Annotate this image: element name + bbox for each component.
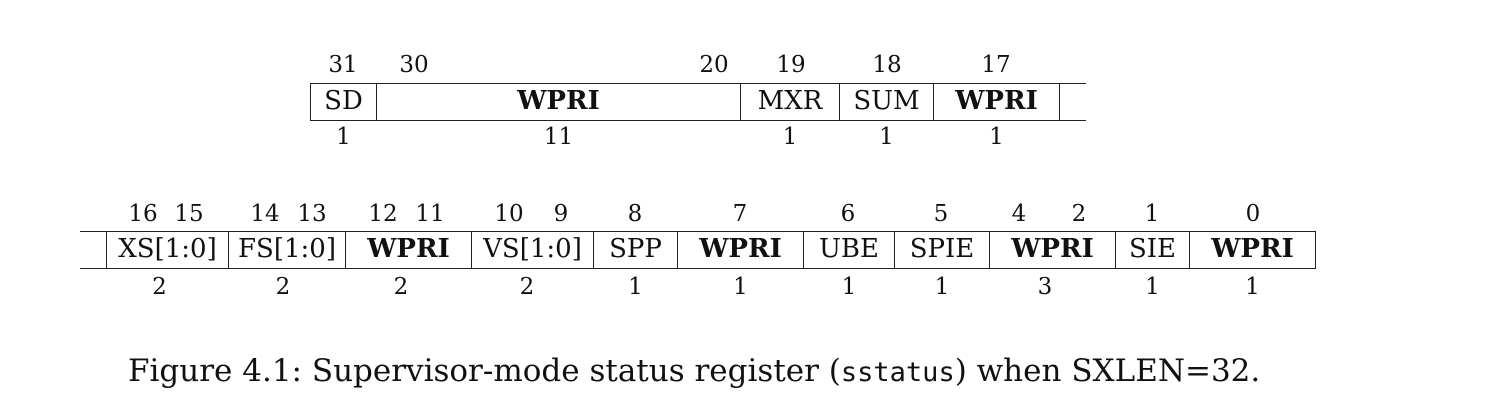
field-divider [345,231,346,269]
field-wpri: WPRI [1211,234,1294,264]
bit-label: 16 [128,201,158,227]
field-divider [989,231,990,269]
bit-label: 7 [732,201,748,227]
field-mxr: MXR [757,86,823,116]
field-divider [740,83,741,121]
field-divider [839,83,840,121]
field-divider [803,231,804,269]
field-ube: UBE [819,234,879,264]
field-spp: SPP [609,234,662,264]
field-width: 2 [519,274,535,300]
field-width: 1 [934,274,950,300]
field-width: 2 [152,274,167,300]
field-wpri: WPRI [699,234,782,264]
field-width: 1 [1245,274,1260,300]
field-width: 1 [879,124,894,150]
bit-label: 12 [368,201,398,227]
field-divider [228,231,229,269]
register-bottom-border [310,120,1086,121]
field-wpri: WPRI [517,86,600,116]
bit-label: 2 [1071,201,1087,227]
field-vs: VS[1:0] [483,234,582,264]
field-xs: XS[1:0] [118,234,217,264]
field-divider [1315,231,1316,269]
field-width: 1 [1145,274,1160,300]
field-divider [106,231,107,269]
field-divider [310,83,311,121]
bit-label: 1 [1144,201,1160,227]
field-width: 2 [393,274,409,300]
field-sum: SUM [853,86,920,116]
field-width: 1 [336,124,351,150]
bit-label: 15 [174,201,204,227]
caption-code: sstatus [840,357,955,388]
field-width: 1 [628,274,643,300]
field-divider [376,83,377,121]
bit-label: 19 [776,52,806,78]
field-divider [933,83,934,121]
bit-label: 6 [840,201,856,227]
bit-label: 20 [699,52,729,78]
bit-label: 31 [328,52,358,78]
field-fs: FS[1:0] [238,234,336,264]
field-wpri: WPRI [367,234,450,264]
bit-label: 18 [872,52,902,78]
field-width: 1 [733,274,748,300]
field-divider [1115,231,1116,269]
bit-label: 4 [1011,201,1027,227]
bit-label: 5 [933,201,949,227]
bit-label: 9 [553,201,569,227]
register-top-border [80,231,1315,232]
figure-caption: Figure 4.1: Supervisor-mode status regis… [128,356,1260,387]
field-width: 1 [989,124,1004,150]
field-divider [593,231,594,269]
caption-prefix: Figure 4.1: Supervisor-mode status regis… [128,353,841,389]
bit-label: 13 [297,201,327,227]
bit-label: 14 [250,201,280,227]
field-sie: SIE [1128,234,1177,264]
field-divider [894,231,895,269]
field-width: 2 [275,274,291,300]
field-divider [471,231,472,269]
caption-suffix: ) when SXLEN=32. [954,353,1261,389]
field-sd: SD [324,86,363,116]
field-width: 1 [782,124,798,150]
field-width: 11 [543,124,574,150]
bit-label: 30 [399,52,429,78]
register-top-border [310,83,1086,84]
field-width: 1 [841,274,857,300]
bit-label: 0 [1245,201,1261,227]
register-bottom-border [80,268,1315,269]
field-divider [1059,83,1060,121]
bit-label: 17 [981,52,1011,78]
field-wpri: WPRI [1011,234,1094,264]
bit-label: 11 [415,201,445,227]
field-spie: SPIE [909,234,975,264]
field-width: 3 [1037,274,1053,300]
field-divider [677,231,678,269]
bit-label: 10 [494,201,524,227]
bit-label: 8 [627,201,643,227]
field-divider [1189,231,1190,269]
field-wpri: WPRI [955,86,1038,116]
